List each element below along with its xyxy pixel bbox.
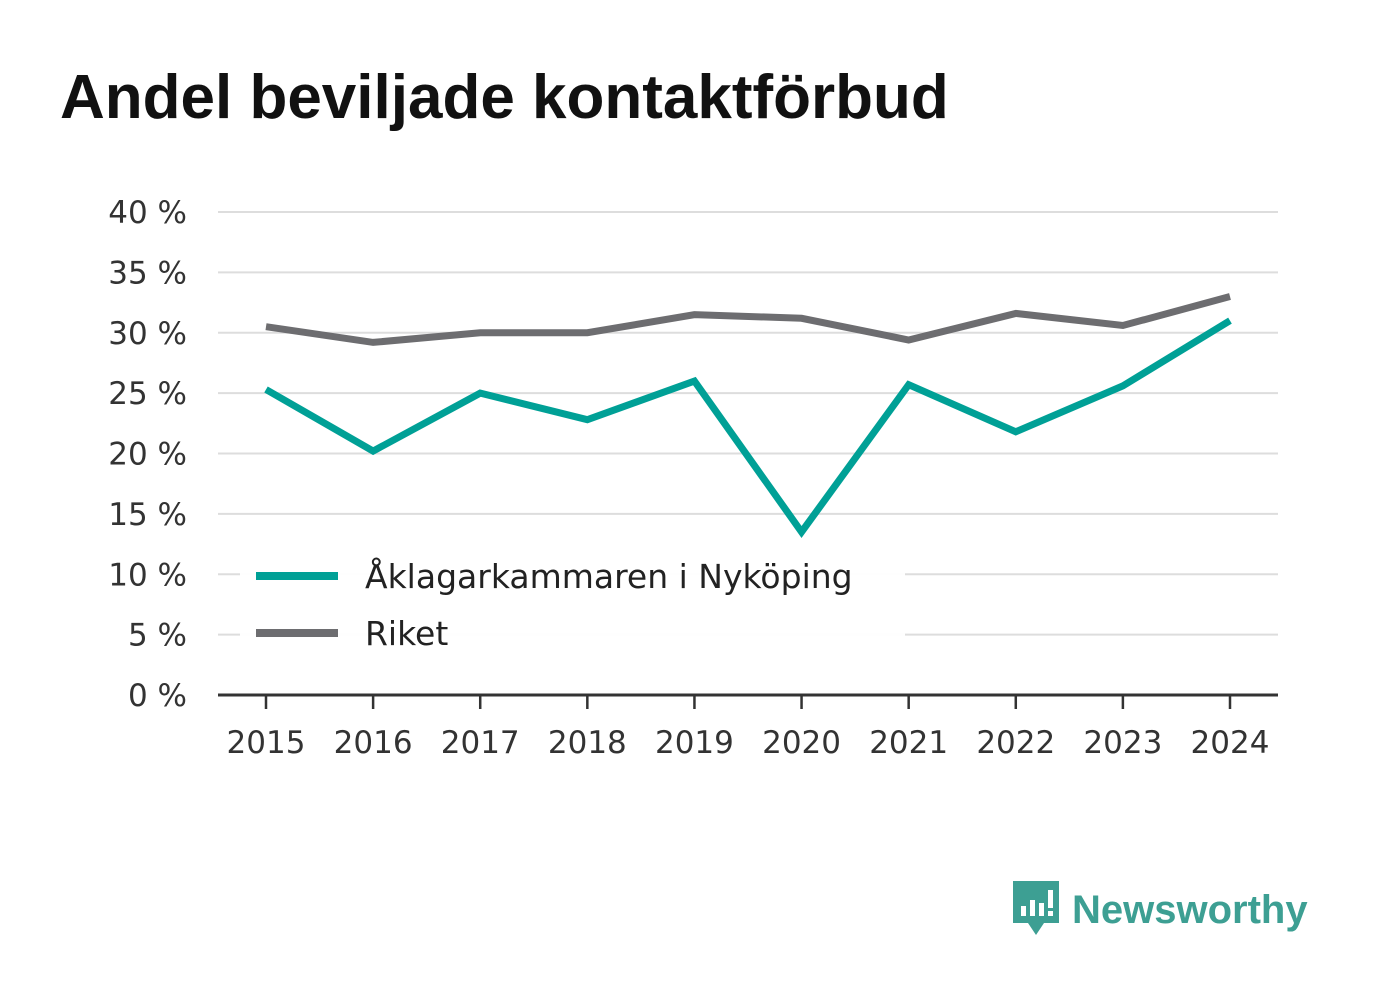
x-tick-label: 2023 <box>1083 725 1162 761</box>
x-tick-label: 2020 <box>762 725 841 761</box>
y-tick-label: 10 % <box>108 557 187 593</box>
legend-label: Riket <box>365 614 448 653</box>
series-line-0 <box>264 317 1232 538</box>
y-tick-label: 15 % <box>108 497 187 533</box>
y-tick-label: 0 % <box>128 678 187 714</box>
legend: Åklagarkammaren i Nyköping Riket <box>240 545 905 660</box>
x-tick-label: 2015 <box>227 725 306 761</box>
x-axis: 2015 2016 2017 2018 2019 2020 2021 2022 2023 2024 <box>218 693 1278 761</box>
y-tick-label: 25 % <box>108 376 187 412</box>
x-tick-label: 2024 <box>1191 725 1270 761</box>
y-tick-label: 20 % <box>108 437 187 473</box>
y-tick-label: 35 % <box>108 255 187 291</box>
y-axis: 0 % 5 % 10 % 15 % 20 % 25 % 30 % 35 % 40 % <box>108 195 187 714</box>
x-tick-label: 2022 <box>976 725 1055 761</box>
x-tick-label: 2017 <box>441 725 520 761</box>
legend-label: Åklagarkammaren i Nyköping <box>365 556 853 596</box>
x-tick-label: 2016 <box>334 725 413 761</box>
x-tick-label: 2021 <box>869 725 948 761</box>
x-tick-label: 2019 <box>655 725 734 761</box>
series-line-1 <box>265 293 1231 346</box>
chart-title: Andel beviljade kontaktförbud <box>60 63 949 132</box>
y-tick-label: 30 % <box>108 316 187 352</box>
brand-logo: Newsworthy <box>1010 878 1308 942</box>
x-tick-label: 2018 <box>548 725 627 761</box>
newsworthy-logo-icon <box>1010 878 1062 942</box>
y-tick-label: 40 % <box>108 195 187 231</box>
legend-background <box>240 545 905 660</box>
brand-name: Newsworthy <box>1072 887 1308 932</box>
y-tick-label: 5 % <box>128 618 187 654</box>
series-lines <box>264 293 1232 538</box>
